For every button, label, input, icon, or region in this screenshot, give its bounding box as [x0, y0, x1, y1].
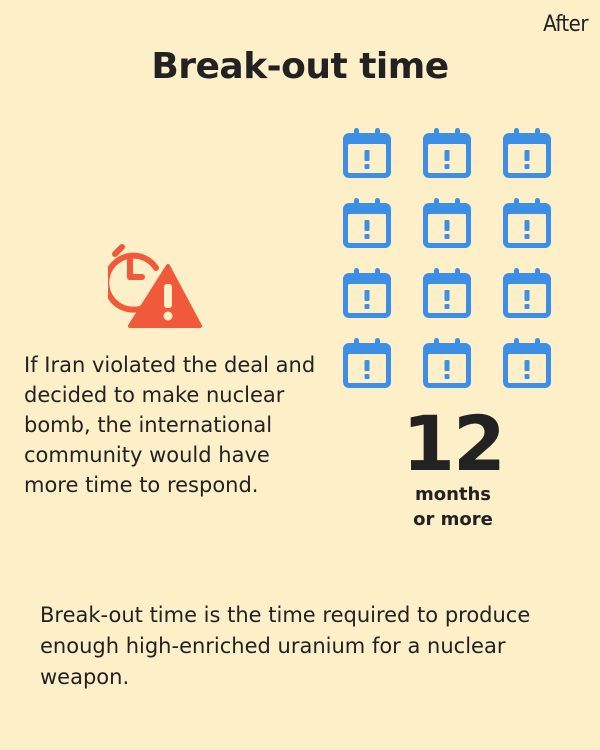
calendar-exclamation-icon — [423, 338, 471, 388]
months-count: 12 — [402, 399, 506, 488]
calendar-exclamation-icon — [503, 268, 551, 318]
page-title: Break-out time — [151, 46, 449, 87]
calendar-exclamation-icon — [423, 128, 471, 178]
unit-line-months: months — [414, 484, 492, 505]
calendar-exclamation-icon — [343, 268, 391, 318]
explanation-text: If Iran violated the deal and decided to… — [24, 353, 316, 497]
calendar-exclamation-icon — [503, 128, 551, 178]
calendar-exclamation-icon — [503, 198, 551, 248]
months-unit: months or more — [394, 482, 512, 532]
unit-line-or-more: or more — [413, 509, 493, 530]
clock-warning-icon — [108, 244, 202, 328]
calendar-exclamation-icon — [343, 338, 391, 388]
calendar-grid — [343, 128, 551, 388]
calendar-exclamation-icon — [343, 198, 391, 248]
definition-text: Break-out time is the time required to p… — [40, 603, 531, 689]
calendar-exclamation-icon — [503, 338, 551, 388]
calendar-exclamation-icon — [343, 128, 391, 178]
calendar-exclamation-icon — [423, 198, 471, 248]
calendar-exclamation-icon — [423, 268, 471, 318]
corner-label: After — [543, 12, 588, 37]
